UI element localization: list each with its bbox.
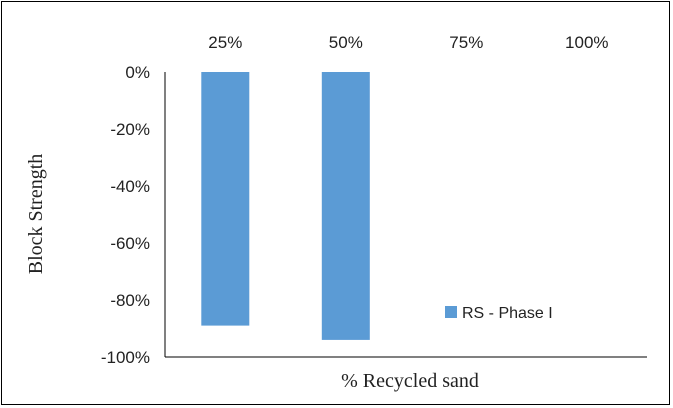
y-tick-label: -100% <box>101 348 150 367</box>
legend-label: RS - Phase I <box>462 305 553 322</box>
y-axis-title: Block Strength <box>25 154 47 275</box>
legend-swatch <box>445 306 457 318</box>
y-tick-label: -40% <box>110 177 150 196</box>
y-axis-tick-labels: 0% -20% -40% -60% -80% -100% <box>101 63 150 367</box>
x-tick-label: 75% <box>449 33 483 52</box>
x-axis-title: % Recycled sand <box>341 370 479 392</box>
x-tick-label: 50% <box>329 33 363 52</box>
x-tick-label: 100% <box>565 33 608 52</box>
y-tick-label: -60% <box>110 234 150 253</box>
y-tick-label: 0% <box>125 63 150 82</box>
y-tick-label: -80% <box>110 291 150 310</box>
x-axis-tick-labels: 25% 50% 75% 100% <box>208 33 608 52</box>
bar-25% <box>201 72 250 326</box>
bar-50% <box>321 72 370 340</box>
plot-area <box>164 72 647 358</box>
x-tick-label: 25% <box>208 33 242 52</box>
legend: RS - Phase I <box>445 305 553 322</box>
y-tick-label: -20% <box>110 120 150 139</box>
